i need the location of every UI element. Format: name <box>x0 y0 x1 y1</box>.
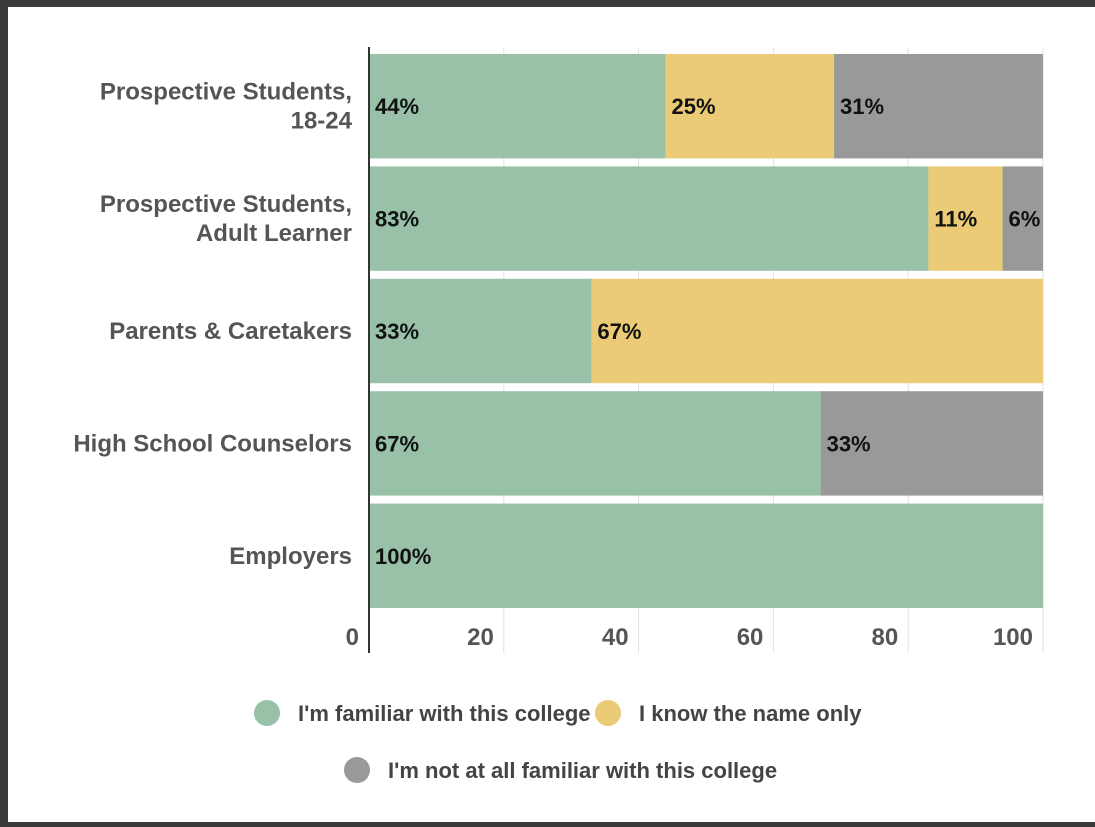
stacked-bar-chart: 0 20 40 60 80 100 44% 25% 31% Prospective Student… <box>73 47 1044 783</box>
data-label-i-know-the-name-only-2: 67% <box>597 319 641 344</box>
data-label-i-m-familiar-with-this-college-4: 100% <box>375 544 431 569</box>
legend-label-i-know-the-name-only: I know the name only <box>639 701 862 726</box>
data-label-i-know-the-name-only-0: 25% <box>672 94 716 119</box>
legend: I'm familiar with this college I know the… <box>254 700 862 783</box>
legend-swatch-i-m-familiar-with-this-college <box>254 700 280 726</box>
legend-label-i-m-familiar-with-this-college: I'm familiar with this college <box>298 701 591 726</box>
data-label-i-m-familiar-with-this-college-1: 83% <box>375 207 419 232</box>
chart-canvas: 0 20 40 60 80 100 44% 25% 31% Prospective Student… <box>8 7 1095 822</box>
bar-i-know-the-name-only-1 <box>928 166 1003 271</box>
bar-i-m-not-at-all-familiar-with-this-college-0 <box>834 54 1043 159</box>
x-tick-label-100: 100 <box>993 624 1033 651</box>
bar-i-m-not-at-all-familiar-with-this-college-1 <box>1002 166 1043 271</box>
bar-i-m-familiar-with-this-college-4 <box>369 503 1043 608</box>
x-tick-label-40: 40 <box>602 624 629 651</box>
data-label-i-know-the-name-only-1: 11% <box>934 207 977 232</box>
x-tick-label-60: 60 <box>737 624 764 651</box>
data-label-i-m-not-at-all-familiar-with-this-college-1: 6% <box>1009 207 1041 232</box>
bar-i-m-familiar-with-this-college-1 <box>369 166 929 271</box>
category-label-0-0: Prospective Students, <box>100 79 352 106</box>
data-label-i-m-familiar-with-this-college-0: 44% <box>375 94 419 119</box>
bars <box>369 54 1043 608</box>
data-label-i-m-familiar-with-this-college-2: 33% <box>375 319 419 344</box>
x-tick-label-80: 80 <box>871 624 898 651</box>
x-tick-label-20: 20 <box>467 624 494 651</box>
category-label-3-0: High School Counselors <box>73 430 352 457</box>
data-label-i-m-not-at-all-familiar-with-this-college-3: 33% <box>827 431 871 456</box>
legend-swatch-i-know-the-name-only <box>595 700 621 726</box>
category-label-0-1: 18-24 <box>291 108 353 135</box>
category-label-1-1: Adult Learner <box>196 220 352 247</box>
data-label-i-m-familiar-with-this-college-3: 67% <box>375 431 419 456</box>
data-label-i-m-not-at-all-familiar-with-this-college-0: 31% <box>840 94 884 119</box>
category-label-4-0: Employers <box>229 543 352 570</box>
labels: 0 20 40 60 80 100 44% 25% 31% Prospective Student… <box>73 79 1040 651</box>
bar-i-know-the-name-only-2 <box>591 278 1043 384</box>
bar-i-m-not-at-all-familiar-with-this-college-3 <box>820 391 1043 496</box>
bar-i-m-familiar-with-this-college-0 <box>369 54 666 159</box>
legend-label-i-m-not-at-all-familiar-with-this-college: I'm not at all familiar with this colleg… <box>388 758 777 783</box>
category-label-1-0: Prospective Students, <box>100 191 352 218</box>
legend-swatch-i-m-not-at-all-familiar-with-this-college <box>344 757 370 783</box>
bar-i-m-familiar-with-this-college-3 <box>369 391 821 496</box>
bar-i-know-the-name-only-0 <box>665 54 835 159</box>
x-tick-label-0: 0 <box>346 624 359 651</box>
bar-i-m-familiar-with-this-college-2 <box>369 278 592 384</box>
category-label-2-0: Parents & Caretakers <box>109 318 352 345</box>
